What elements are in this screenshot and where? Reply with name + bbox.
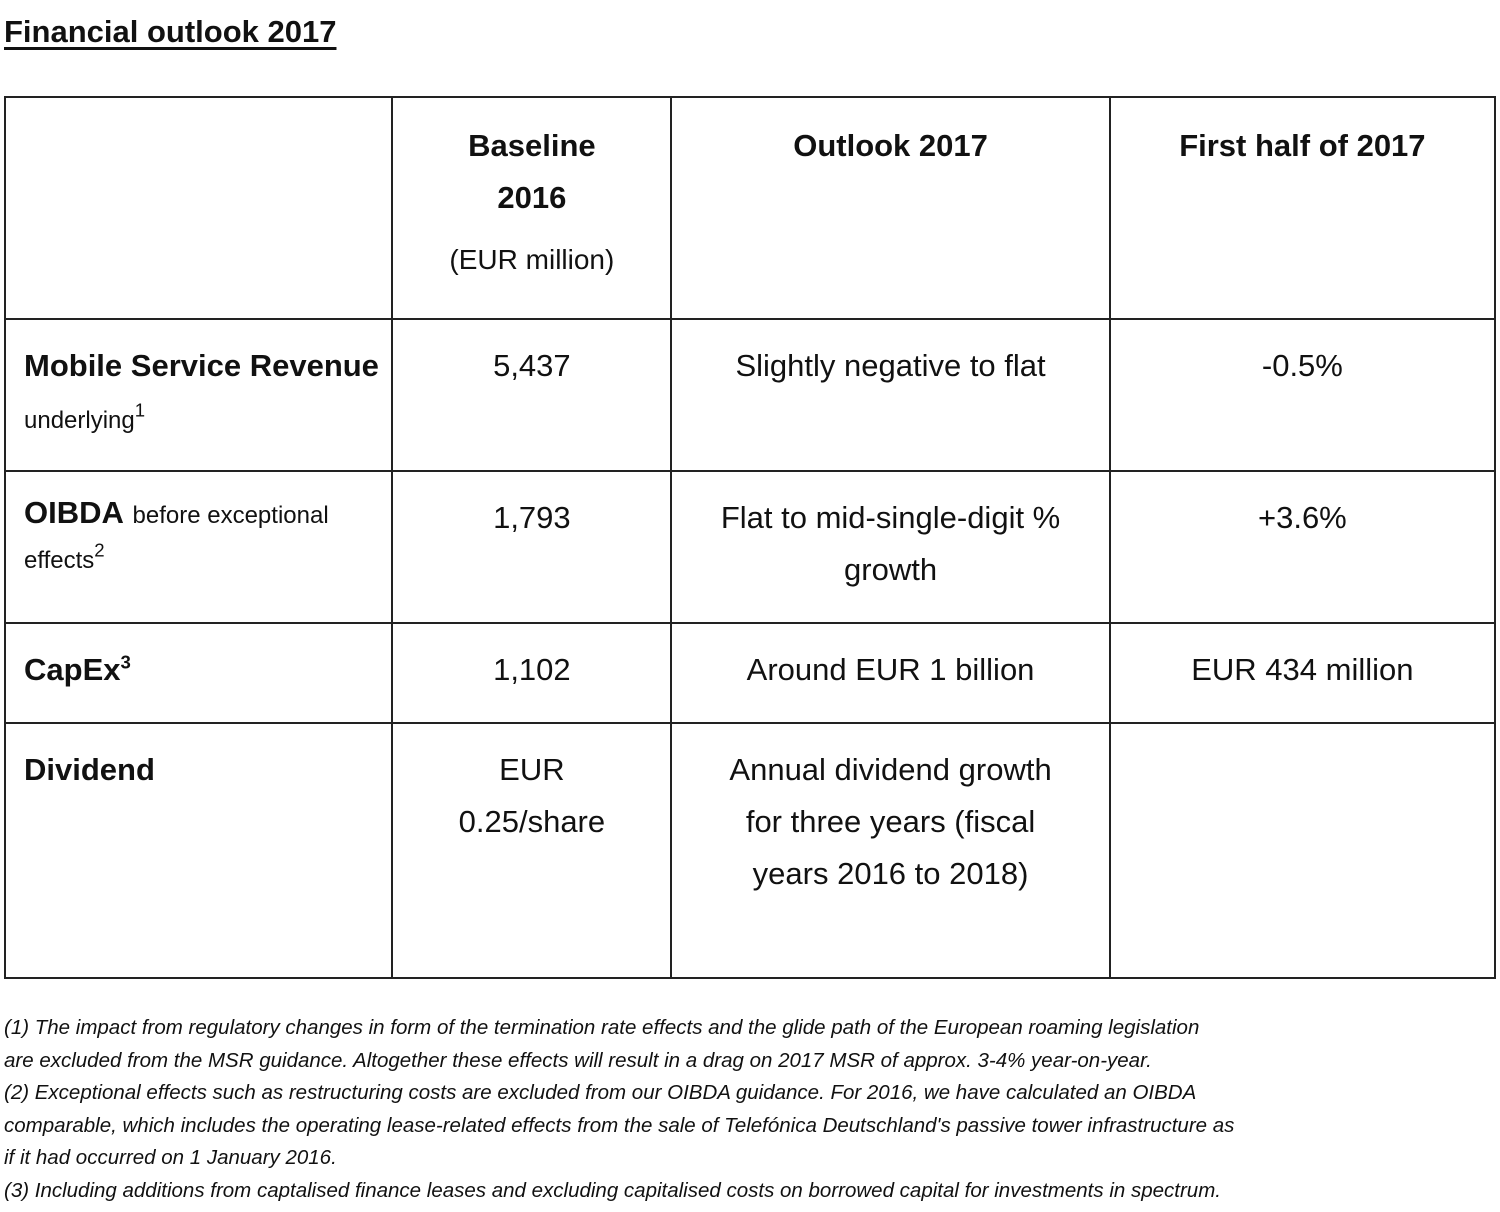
row-label-text: Dividend bbox=[24, 752, 155, 787]
cell-first-half: -0.5% bbox=[1108, 318, 1497, 472]
header-outlook: Outlook 2017 bbox=[670, 96, 1111, 320]
row-label: Dividend bbox=[3, 722, 394, 979]
row-label-text: Mobile Service Revenue bbox=[24, 348, 379, 383]
footnote-ref: 3 bbox=[120, 651, 131, 673]
row-label: OIBDA before exceptional effects2 bbox=[3, 470, 394, 624]
footnote-line: (1) The impact from regulatory changes i… bbox=[4, 1016, 1200, 1039]
cell-first-half bbox=[1108, 722, 1497, 979]
row-qualifier: underlying bbox=[24, 407, 135, 434]
header-baseline-label: Baseline 2016 bbox=[468, 128, 596, 215]
row-label-text: CapEx bbox=[24, 652, 121, 687]
header-row: Baseline 2016 (EUR million) Outlook 2017… bbox=[3, 96, 1497, 320]
footnote-line: (2) Exceptional effects such as restruct… bbox=[4, 1081, 1197, 1105]
cell-outlook: Around EUR 1 billion bbox=[670, 622, 1111, 724]
footnote-ref: 2 bbox=[94, 539, 105, 561]
cell-first-half: +3.6% bbox=[1108, 470, 1497, 624]
header-baseline: Baseline 2016 (EUR million) bbox=[391, 96, 673, 320]
table-row: Dividend EUR 0.25/share Annual dividend … bbox=[3, 722, 1497, 979]
footnote-line: (3) Including additions from captalised … bbox=[4, 1178, 1221, 1202]
table-row: OIBDA before exceptional effects2 1,793 … bbox=[3, 470, 1497, 624]
cell-outlook: Flat to mid-single-digit % growth bbox=[670, 470, 1111, 624]
header-empty bbox=[3, 96, 394, 320]
cell-baseline: 5,437 bbox=[391, 318, 673, 472]
row-label: Mobile Service Revenue underlying1 bbox=[3, 318, 394, 472]
financial-outlook-table: Baseline 2016 (EUR million) Outlook 2017… bbox=[3, 96, 1497, 979]
cell-outlook: Annual dividend growth for three years (… bbox=[670, 722, 1111, 979]
footnote-line: comparable, which includes the operating… bbox=[4, 1113, 1235, 1137]
row-label-text: OIBDA bbox=[24, 495, 124, 530]
row-label: CapEx3 bbox=[3, 622, 394, 724]
cell-baseline: 1,102 bbox=[391, 622, 673, 724]
page-title: Financial outlook 2017 bbox=[4, 14, 337, 49]
cell-outlook: Slightly negative to flat bbox=[670, 318, 1111, 472]
table-row: CapEx3 1,102 Around EUR 1 billion EUR 43… bbox=[3, 622, 1497, 724]
footnote-line: are excluded from the MSR guidance. Alto… bbox=[4, 1048, 1152, 1072]
header-first-half: First half of 2017 bbox=[1108, 96, 1497, 320]
table-row: Mobile Service Revenue underlying1 5,437… bbox=[3, 318, 1497, 472]
cell-first-half: EUR 434 million bbox=[1108, 622, 1497, 724]
footnotes: (1) The impact from regulatory changes i… bbox=[4, 1012, 1234, 1208]
footnote-ref: 1 bbox=[134, 399, 146, 421]
cell-baseline: EUR 0.25/share bbox=[391, 722, 673, 979]
footnote-line: if it had occurred on 1 January 2016. bbox=[4, 1146, 337, 1170]
row-qualifier: before exceptional effects bbox=[24, 502, 329, 574]
cell-baseline: 1,793 bbox=[391, 470, 673, 624]
header-baseline-unit: (EUR million) bbox=[449, 244, 615, 275]
